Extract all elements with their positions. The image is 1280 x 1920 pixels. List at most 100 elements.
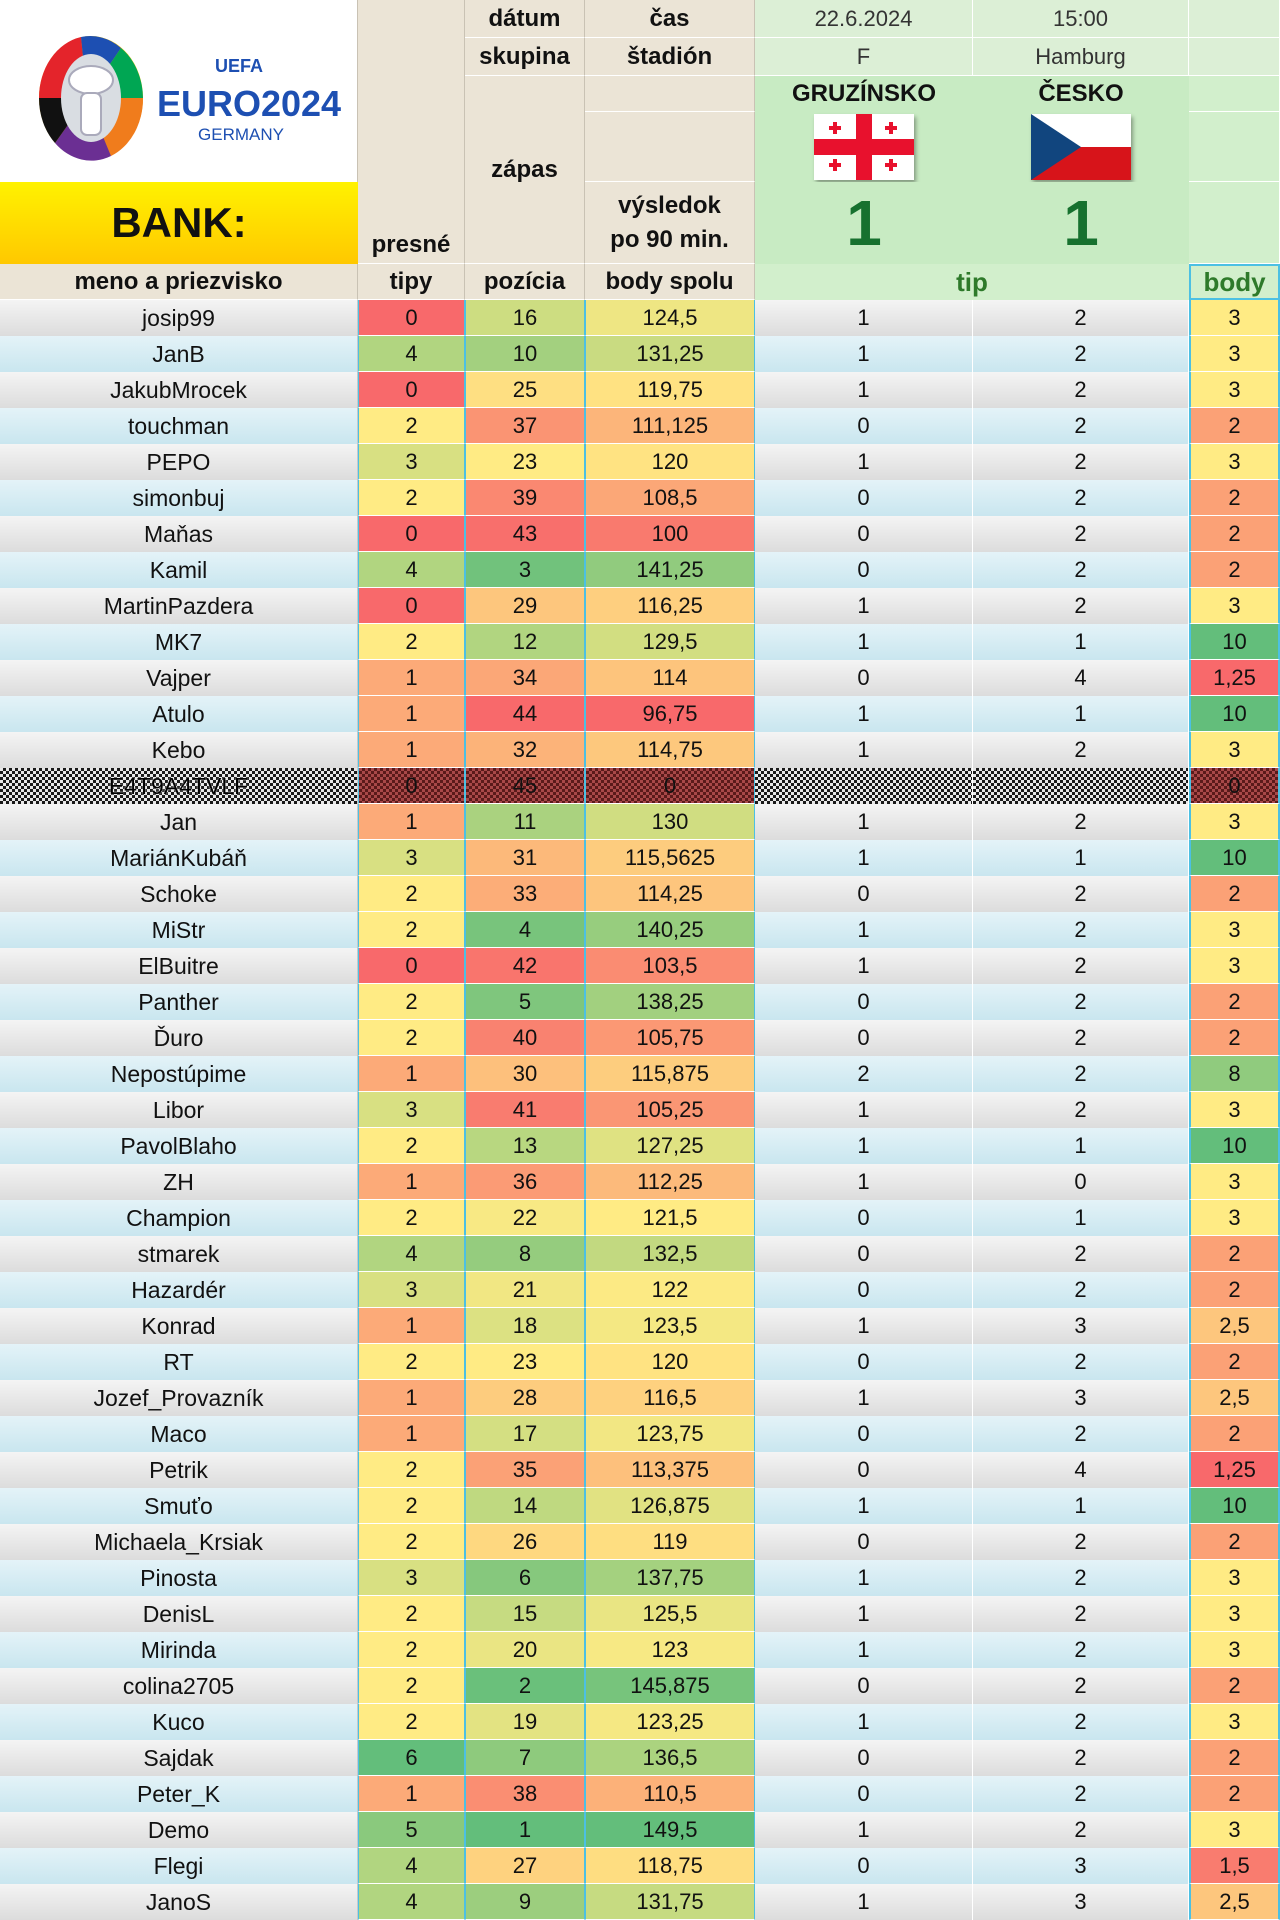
presne-tipy-value: 2 (358, 876, 465, 912)
presne-tipy-value: 2 (358, 408, 465, 444)
pozicia-value: 2 (465, 1668, 585, 1704)
body-value: 10 (1189, 1128, 1280, 1164)
body-value: 2 (1189, 1668, 1280, 1704)
body-spolu-value: 115,5625 (585, 840, 755, 876)
tip-away-value: 1 (973, 624, 1189, 660)
body-value: 2,5 (1189, 1380, 1280, 1416)
body-spolu-value: 123 (585, 1632, 755, 1668)
player-name: Michaela_Krsiak (0, 1524, 358, 1560)
player-name: Petrik (0, 1452, 358, 1488)
tip-home-value: 0 (755, 1848, 973, 1884)
player-name: Maňas (0, 516, 358, 552)
body-spolu-value: 129,5 (585, 624, 755, 660)
euro-logo: UEFA EURO2024 GERMANY (0, 0, 358, 182)
body-value: 3 (1189, 1560, 1280, 1596)
player-name: simonbuj (0, 480, 358, 516)
tip-away-value: 2 (973, 876, 1189, 912)
tip-home-value: 1 (755, 912, 973, 948)
presne-tipy-value: 1 (358, 732, 465, 768)
tip-home-value: 0 (755, 984, 973, 1020)
pozicia-value: 15 (465, 1596, 585, 1632)
team-extra (1189, 76, 1280, 112)
body-spolu-value: 100 (585, 516, 755, 552)
presne-tipy-value: 3 (358, 1560, 465, 1596)
player-name: Demo (0, 1812, 358, 1848)
body-value: 2 (1189, 552, 1280, 588)
body-value: 10 (1189, 696, 1280, 732)
tip-home-value: 2 (755, 1056, 973, 1092)
match-time: 15:00 (973, 0, 1189, 38)
body-spolu-value: 127,25 (585, 1128, 755, 1164)
body-value: 3 (1189, 1596, 1280, 1632)
tip-away-value: 2 (973, 912, 1189, 948)
presne-tipy-value: 1 (358, 1164, 465, 1200)
tip-home-value: 1 (755, 804, 973, 840)
stadion-header: štadión (585, 38, 755, 76)
zapas-blank-1 (585, 76, 755, 112)
tip-away-value: 1 (973, 840, 1189, 876)
pozicia-value: 33 (465, 876, 585, 912)
player-name: JakubMrocek (0, 372, 358, 408)
tip-away-value: 2 (973, 1596, 1189, 1632)
vysledok-line-1: výsledok (618, 191, 721, 219)
tip-home-value: 0 (755, 876, 973, 912)
tip-away-value: 1 (973, 1128, 1189, 1164)
pozicia-value: 22 (465, 1200, 585, 1236)
body-spolu-value: 125,5 (585, 1596, 755, 1632)
player-name: Schoke (0, 876, 358, 912)
body-spolu-value: 105,75 (585, 1020, 755, 1056)
pozicia-value: 3 (465, 552, 585, 588)
presne-tipy-value: 1 (358, 1416, 465, 1452)
body-spolu-value: 130 (585, 804, 755, 840)
tip-away-value: 2 (973, 1524, 1189, 1560)
tip-home-value: 1 (755, 1128, 973, 1164)
vysledok-header: výsledok po 90 min. (585, 182, 755, 264)
tip-home-value (755, 768, 973, 804)
body-value: 2 (1189, 1236, 1280, 1272)
pozicia-value: 41 (465, 1092, 585, 1128)
presne-tipy-value: 2 (358, 1488, 465, 1524)
tip-home-value: 0 (755, 1776, 973, 1812)
tip-away-value: 2 (973, 300, 1189, 336)
player-name: Konrad (0, 1308, 358, 1344)
tip-away-value: 2 (973, 480, 1189, 516)
euro-trophy-logo: UEFA EURO2024 GERMANY (38, 36, 341, 161)
body-value: 3 (1189, 1812, 1280, 1848)
player-name: JanB (0, 336, 358, 372)
pozicia-value: 8 (465, 1236, 585, 1272)
player-name: JanoS (0, 1884, 358, 1920)
tip-away-value: 1 (973, 696, 1189, 732)
czech-flag-icon (1031, 114, 1131, 180)
presne-tipy-value: 2 (358, 1704, 465, 1740)
georgia-flag-icon (814, 114, 914, 180)
tip-away-value: 2 (973, 336, 1189, 372)
zapas-header: zápas (465, 76, 585, 264)
tip-home-value: 1 (755, 444, 973, 480)
presne-header: presné (358, 0, 465, 264)
player-name: Jozef_Provazník (0, 1380, 358, 1416)
body-spolu-value: 124,5 (585, 300, 755, 336)
body-spolu-value: 118,75 (585, 1848, 755, 1884)
body-spolu-value: 119 (585, 1524, 755, 1560)
body-value: 3 (1189, 1200, 1280, 1236)
pozicia-value: 13 (465, 1128, 585, 1164)
presne-tipy-value: 4 (358, 1848, 465, 1884)
tip-home-value: 0 (755, 552, 973, 588)
body-value: 3 (1189, 804, 1280, 840)
tip-home-value: 0 (755, 1344, 973, 1380)
body-spolu-value: 140,25 (585, 912, 755, 948)
presne-tipy-value: 2 (358, 480, 465, 516)
body-value: 3 (1189, 372, 1280, 408)
body-value: 3 (1189, 588, 1280, 624)
player-name: MartinPazdera (0, 588, 358, 624)
body-spolu-value: 123,5 (585, 1308, 755, 1344)
presne-tipy-value: 1 (358, 660, 465, 696)
body-value: 2 (1189, 1416, 1280, 1452)
pozicia-value: 9 (465, 1884, 585, 1920)
presne-tipy-value: 1 (358, 1056, 465, 1092)
body-spolu-value: 114 (585, 660, 755, 696)
player-name: Jan (0, 804, 358, 840)
away-score: 1 (973, 182, 1189, 264)
tip-away-value: 0 (973, 1164, 1189, 1200)
